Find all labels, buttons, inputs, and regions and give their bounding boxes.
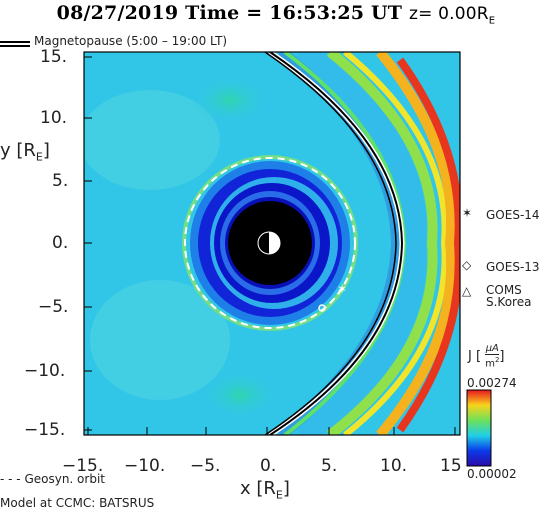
magnetopause-legend-label: Magnetopause (5:00 – 19:00 LT) bbox=[34, 34, 228, 48]
x-tick-neg10: −10. bbox=[124, 456, 166, 476]
y-tick-0: 0. bbox=[52, 233, 69, 253]
diamond-icon: ◇ bbox=[462, 258, 472, 272]
geosyn-legend: - - - Geosyn. orbit bbox=[0, 472, 105, 486]
y-tick-neg5: −5. bbox=[38, 297, 69, 317]
magnetopause-legend-line bbox=[0, 41, 30, 47]
x-tick-10: 10. bbox=[380, 456, 408, 476]
y-tick-neg10: −10. bbox=[24, 361, 66, 381]
star-icon: ✶ bbox=[462, 206, 473, 220]
y-tick-10: 10. bbox=[40, 108, 68, 128]
goes13-label: GOES-13 bbox=[486, 260, 540, 274]
date-text: 08/27/2019 bbox=[56, 2, 179, 24]
z-text: z= 0.00RE bbox=[408, 4, 496, 27]
triangle-icon: △ bbox=[462, 284, 472, 298]
plot-title: 08/27/2019 Time = 16:53:25 UT z= 0.00RE bbox=[0, 2, 552, 26]
x-tick-neg5: −5. bbox=[190, 456, 221, 476]
x-axis-label: x [RE] bbox=[240, 478, 290, 502]
magnetopause-line bbox=[269, 52, 404, 435]
x-axis-ticks bbox=[87, 427, 456, 435]
goes13-orbit-diamond-icon bbox=[318, 304, 326, 312]
earth-icon bbox=[257, 231, 281, 255]
x-tick-neg15: −15. bbox=[62, 456, 104, 476]
colorbar bbox=[466, 389, 492, 467]
y-tick-15: 15. bbox=[40, 47, 68, 67]
x-tick-0: 0. bbox=[260, 456, 277, 476]
coms-label: COMS S.Korea bbox=[486, 283, 532, 309]
y-axis-label: y [RE] bbox=[0, 140, 50, 164]
time-text: 16:53:25 UT bbox=[269, 2, 403, 24]
x-tick-5: 5. bbox=[321, 456, 338, 476]
model-footer: Model at CCMC: BATSRUS bbox=[0, 496, 155, 510]
y-tick-5: 5. bbox=[52, 171, 69, 191]
colorbar-min: 0.00002 bbox=[467, 467, 517, 481]
colorbar-label: J [ μA m2 ] bbox=[468, 343, 505, 370]
x-tick-15: 15 bbox=[440, 456, 462, 476]
plot-area: ✶ bbox=[84, 52, 460, 435]
y-tick-neg15: −15. bbox=[24, 420, 66, 440]
goes14-label: GOES-14 bbox=[486, 208, 540, 222]
geosyn-orbit bbox=[184, 157, 356, 329]
colorbar-max: 0.00274 bbox=[467, 376, 517, 390]
goes14-orbit-star-icon: ✶ bbox=[337, 282, 347, 296]
time-label: Time = bbox=[185, 2, 263, 24]
